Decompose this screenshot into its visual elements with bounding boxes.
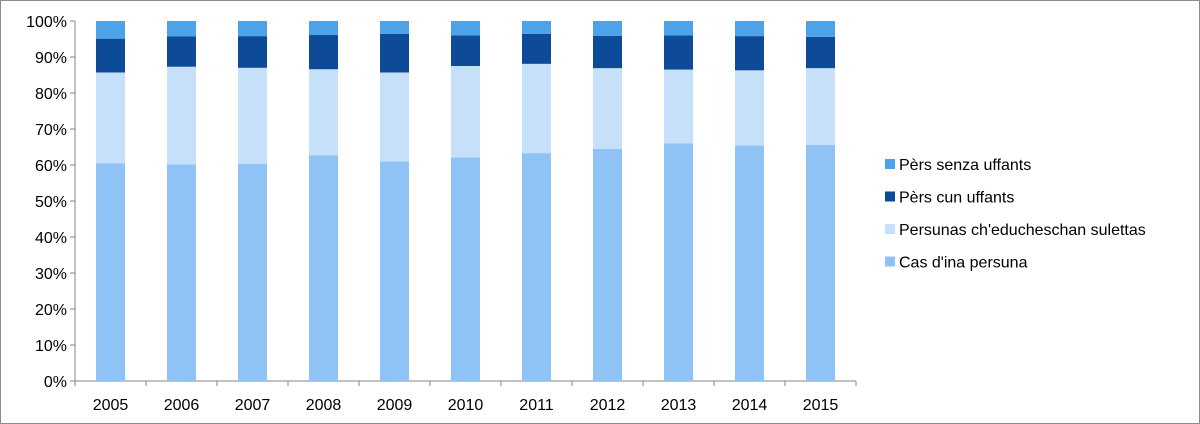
- y-tick-label: 50%: [35, 194, 67, 211]
- legend-swatch: [885, 224, 895, 234]
- bar-segment: [664, 21, 693, 36]
- x-tick-label: 2007: [235, 397, 271, 414]
- bar-segment: [167, 164, 196, 381]
- bar-segment: [806, 36, 835, 69]
- legend-label: Cas d'ina persuna: [899, 255, 1028, 272]
- y-tick-label: 40%: [35, 230, 67, 247]
- bar-segment: [735, 21, 764, 37]
- y-tick-label: 60%: [35, 158, 67, 175]
- bar-segment: [96, 163, 125, 381]
- bar-segment: [309, 35, 338, 70]
- x-tick-label: 2012: [590, 397, 626, 414]
- x-axis: 2005 2006 2007 2008 2009 2010 2011 2012 2013 2014…: [74, 380, 857, 414]
- x-tick-label: 2008: [306, 397, 342, 414]
- y-tick-label: 20%: [35, 302, 67, 319]
- y-tick-label: 10%: [35, 338, 67, 355]
- bar-segment: [593, 148, 622, 381]
- y-tick-label: 80%: [35, 86, 67, 103]
- legend-swatch: [885, 159, 895, 169]
- x-tick-label: 2013: [661, 397, 697, 414]
- bar-segment: [96, 72, 125, 164]
- x-tick-label: 2011: [519, 397, 554, 414]
- bar-segment: [735, 70, 764, 146]
- bar-segment: [96, 21, 125, 39]
- bar-segment: [167, 66, 196, 165]
- bar-segment: [522, 21, 551, 34]
- bar-segment: [664, 35, 693, 70]
- legend-swatch: [885, 191, 895, 202]
- bar-segment: [96, 38, 125, 73]
- legend-label: Pèrs cun uffants: [899, 190, 1014, 207]
- bar-segment: [451, 21, 480, 36]
- bar-segment: [380, 33, 409, 73]
- bar-segment: [309, 69, 338, 156]
- bar-segment: [664, 143, 693, 381]
- bar-segment: [593, 68, 622, 149]
- bar-segments: [96, 21, 835, 381]
- bar-segment: [309, 21, 338, 36]
- bar-segment: [167, 36, 196, 67]
- bar-segment: [451, 35, 480, 66]
- x-tick-label: 2010: [448, 397, 484, 414]
- bar-segment: [806, 68, 835, 145]
- y-tick-label: 30%: [35, 266, 67, 283]
- x-tick-label: 2015: [803, 397, 839, 414]
- bar-segment: [806, 144, 835, 381]
- bar-segment: [451, 66, 480, 158]
- bar-segment: [806, 21, 835, 37]
- x-tick-label: 2014: [732, 397, 768, 414]
- bar-segment: [522, 153, 551, 381]
- y-tick-label: 0%: [44, 374, 67, 391]
- legend: Pèrs senza uffants Pèrs cun uffants Persun…: [885, 157, 1146, 272]
- y-axis: 0% 10% 20% 30% 40% 50% 60% 70% 80% 90% 100%: [26, 14, 76, 391]
- bar-segment: [309, 155, 338, 381]
- bar-segment: [238, 67, 267, 164]
- legend-label: Pèrs senza uffants: [899, 157, 1031, 174]
- x-tick-label: 2005: [93, 397, 129, 414]
- bar-segment: [664, 69, 693, 144]
- bar-segment: [380, 161, 409, 381]
- y-tick-label: 100%: [26, 14, 67, 31]
- y-tick-label: 90%: [35, 50, 67, 67]
- bar-segment: [380, 72, 409, 162]
- x-tick-label: 2006: [164, 397, 200, 414]
- legend-label: Persunas ch'educheschan sulettas: [899, 222, 1146, 239]
- bar-segment: [167, 21, 196, 37]
- bar-segment: [593, 21, 622, 36]
- legend-swatch: [885, 256, 895, 267]
- bar-segment: [380, 21, 409, 34]
- y-tick-label: 70%: [35, 122, 67, 139]
- bar-segment: [451, 157, 480, 381]
- bar-segment: [522, 63, 551, 154]
- x-tick-label: 2009: [377, 397, 413, 414]
- bar-segment: [735, 145, 764, 381]
- bar-segment: [238, 163, 267, 381]
- bar-segment: [238, 21, 267, 37]
- bar-segment: [522, 33, 551, 64]
- bar-segment: [735, 36, 764, 71]
- bar-segment: [593, 35, 622, 69]
- bar-segment: [238, 36, 267, 68]
